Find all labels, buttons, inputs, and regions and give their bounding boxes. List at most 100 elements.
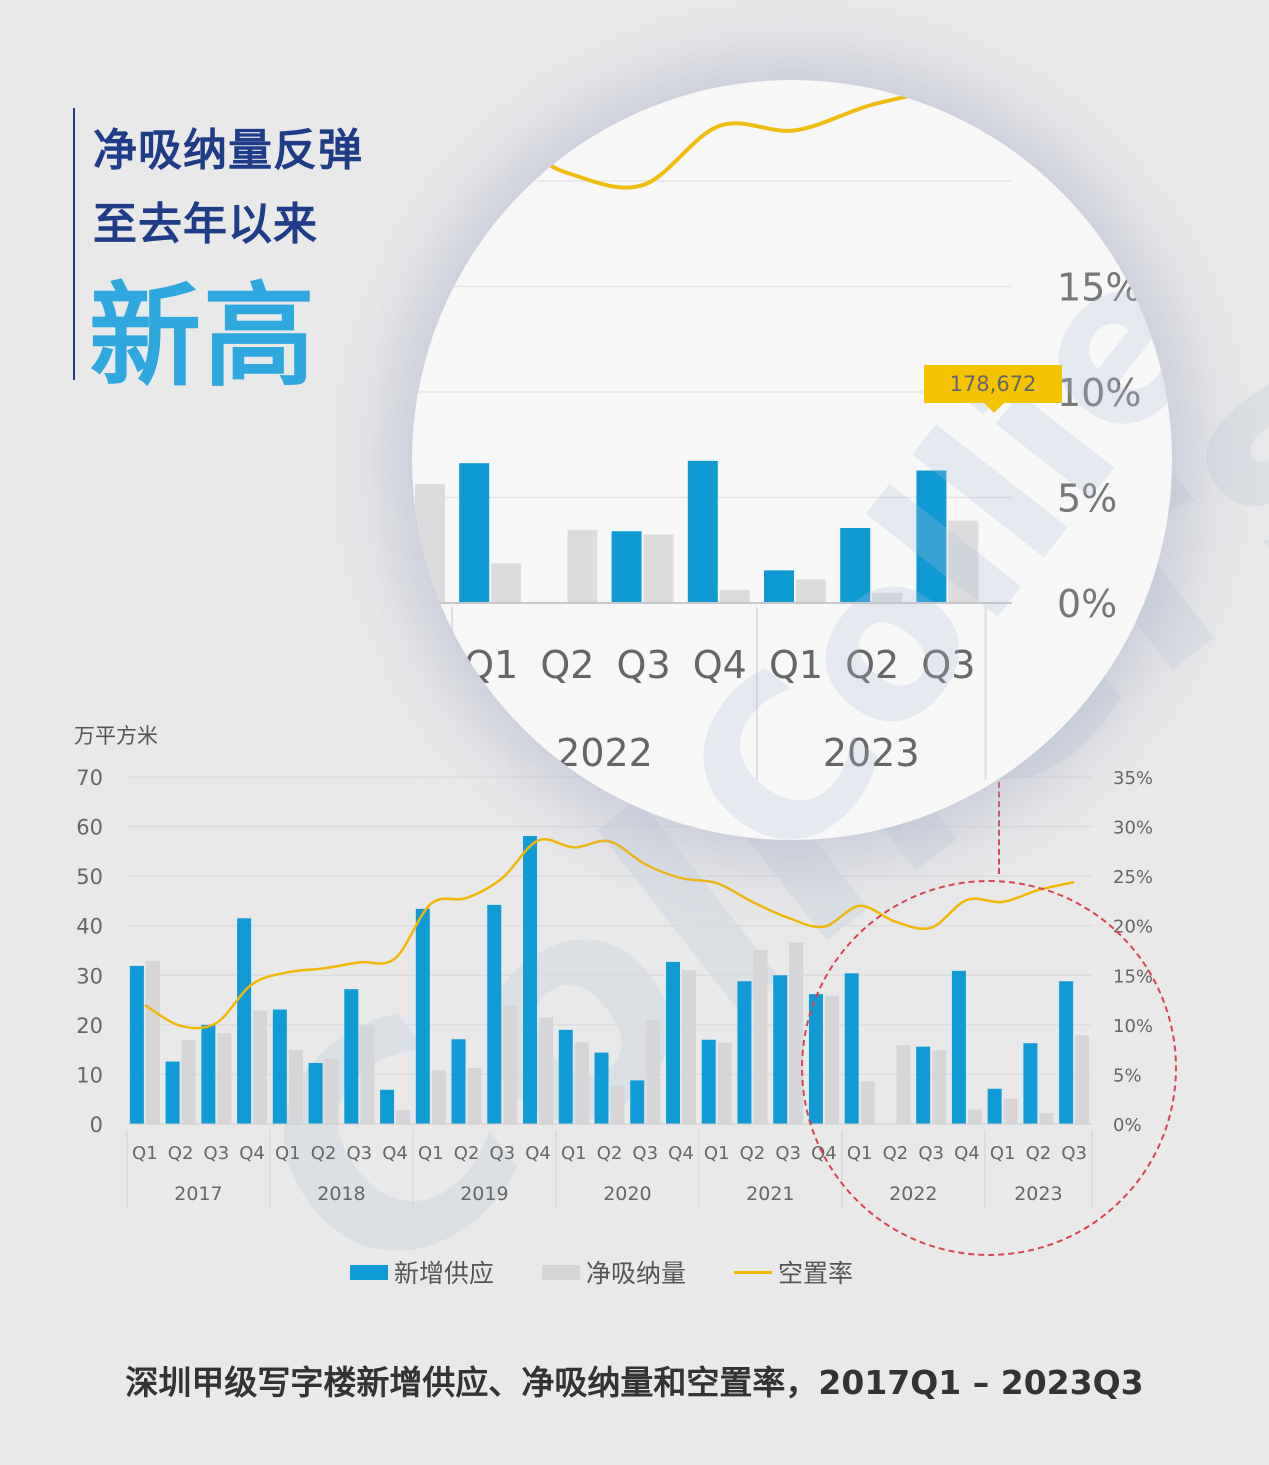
absorption-bar [288,1050,303,1124]
legend-item-absorption: 净吸纳量 [542,1254,686,1290]
legend-label-supply: 新增供应 [394,1259,495,1288]
zoom-callout-label: 178,672 [924,365,1062,413]
zoom-absorption-bar [719,589,750,603]
zoom-y2-tick-label: 0% [1057,582,1117,626]
x-tick-label: Q3 [204,1143,230,1164]
zoom-supply-bar [459,463,490,603]
x-tick-label: Q4 [382,1143,408,1164]
absorption-bar [574,1042,589,1124]
supply-bar [630,1080,645,1124]
absorption-bar [431,1070,446,1124]
y2-tick-label: 20% [1113,917,1153,938]
y-tick-label: 10 [76,1063,103,1087]
zoom-supply-bar [611,531,642,603]
highlight-connector [998,782,1000,874]
supply-bar [308,1063,323,1124]
zoom-absorption-bar [415,483,445,603]
legend-item-supply: 新增供应 [350,1254,494,1290]
zoom-supply-bar [412,482,413,603]
supply-bar [523,835,538,1124]
headline-block: 净吸纳量反弹 至去年以来 新高 [73,108,455,402]
supply-bar [201,1024,216,1124]
absorption-bar [503,1005,518,1124]
chart-caption: 深圳甲级写字楼新增供应、净吸纳量和空置率，2017Q1 – 2023Q3 [125,1363,1144,1402]
zoom-x-tick-label: Q1 [769,643,823,687]
zoom-y2-tick-label: 10% [1057,371,1141,415]
x-tick-label: Q1 [275,1143,301,1164]
zoom-y2-tick-label: 15% [1057,266,1141,310]
zoom-x-tick-label: Q1 [464,643,518,687]
x-tick-label: Q1 [132,1143,158,1164]
year-label: 2020 [603,1183,651,1205]
legend-label-vacancy: 空置率 [778,1259,854,1288]
legend-item-vacancy: 空置率 [734,1254,853,1290]
year-label: 2019 [460,1183,508,1205]
legend-swatch-absorption [542,1264,581,1280]
absorption-bar [145,960,160,1124]
y-tick-label: 30 [76,964,103,988]
legend-swatch-vacancy [734,1270,773,1274]
x-tick-label: Q2 [311,1143,337,1164]
legend: 新增供应 净吸纳量 空置率 [350,1254,853,1290]
absorption-bar [217,1033,232,1124]
supply-bar [380,1089,395,1124]
absorption-bars [145,942,1090,1124]
supply-bar [165,1061,180,1124]
y-tick-label: 50 [76,865,103,889]
absorption-bar [610,1085,625,1124]
headline-line-1: 净吸纳量反弹 [93,125,363,176]
zoom-x-tick-label: Q2 [845,643,899,687]
year-label: 2017 [174,1183,222,1205]
x-tick-label: Q1 [704,1143,730,1164]
y-tick-label: 20 [76,1014,103,1038]
x-tick-label: Q1 [561,1143,587,1164]
zoom-x-tick-label: Q2 [540,643,594,687]
zoom-absorption-bar [491,563,522,603]
zoom-watermark: Colliers [633,80,1172,840]
zoom-supply-bar [687,460,718,603]
supply-bar [129,965,144,1124]
zoom-x-tick-label: Q4 [693,643,747,687]
supply-bar [558,1029,573,1124]
x-tick-label: Q3 [632,1143,658,1164]
absorption-bar [360,1025,375,1124]
x-tick-label: Q2 [597,1143,623,1164]
supply-bar [773,975,788,1124]
zoom-vacancy-line [412,86,948,190]
y2-tick-label: 25% [1113,867,1153,888]
zoom-year-label: 2023 [823,731,920,775]
y-tick-label: 0 [90,1113,103,1137]
supply-bar [487,904,502,1124]
legend-label-absorption: 净吸纳量 [586,1259,687,1288]
supply-bar [701,1039,716,1124]
legend-swatch-supply [350,1264,388,1280]
supply-bar [272,1009,287,1124]
x-tick-label: Q2 [168,1143,194,1164]
x-tick-label: Q1 [418,1143,444,1164]
absorption-bar [753,950,768,1124]
x-tick-label: Q4 [668,1143,694,1164]
zoom-supply-bar [840,528,871,603]
absorption-bar [646,1019,661,1124]
zoom-x-tick-label: Q3 [921,643,975,687]
x-tick-label: Q3 [347,1143,373,1164]
headline-line-2: 至去年以来 [93,199,318,250]
absorption-bar [789,942,804,1124]
x-tick-label: Q3 [489,1143,515,1164]
absorption-bar [253,1010,268,1124]
zoom-absorption-bar [872,592,903,603]
zoom-absorption-bar [643,534,674,603]
zoom-absorption-bar [567,529,598,603]
y2-tick-label: 35% [1113,768,1153,789]
zoom-absorption-bar [948,520,979,603]
absorption-bar [324,1059,339,1124]
zoom-magnifier: 0% 5% 10% 15% Q1 Q2 Q3 Q4 Q1 Q2 Q3 2022 2023 Colliers… [412,80,1172,840]
supply-bar [737,981,752,1124]
absorption-bar [396,1110,411,1124]
y-tick-label: 40 [76,915,103,939]
y-axis-unit: 万平方米 [74,724,158,748]
y-tick-label: 70 [76,766,103,790]
supply-bar [237,918,252,1124]
absorption-bar [717,1042,732,1124]
